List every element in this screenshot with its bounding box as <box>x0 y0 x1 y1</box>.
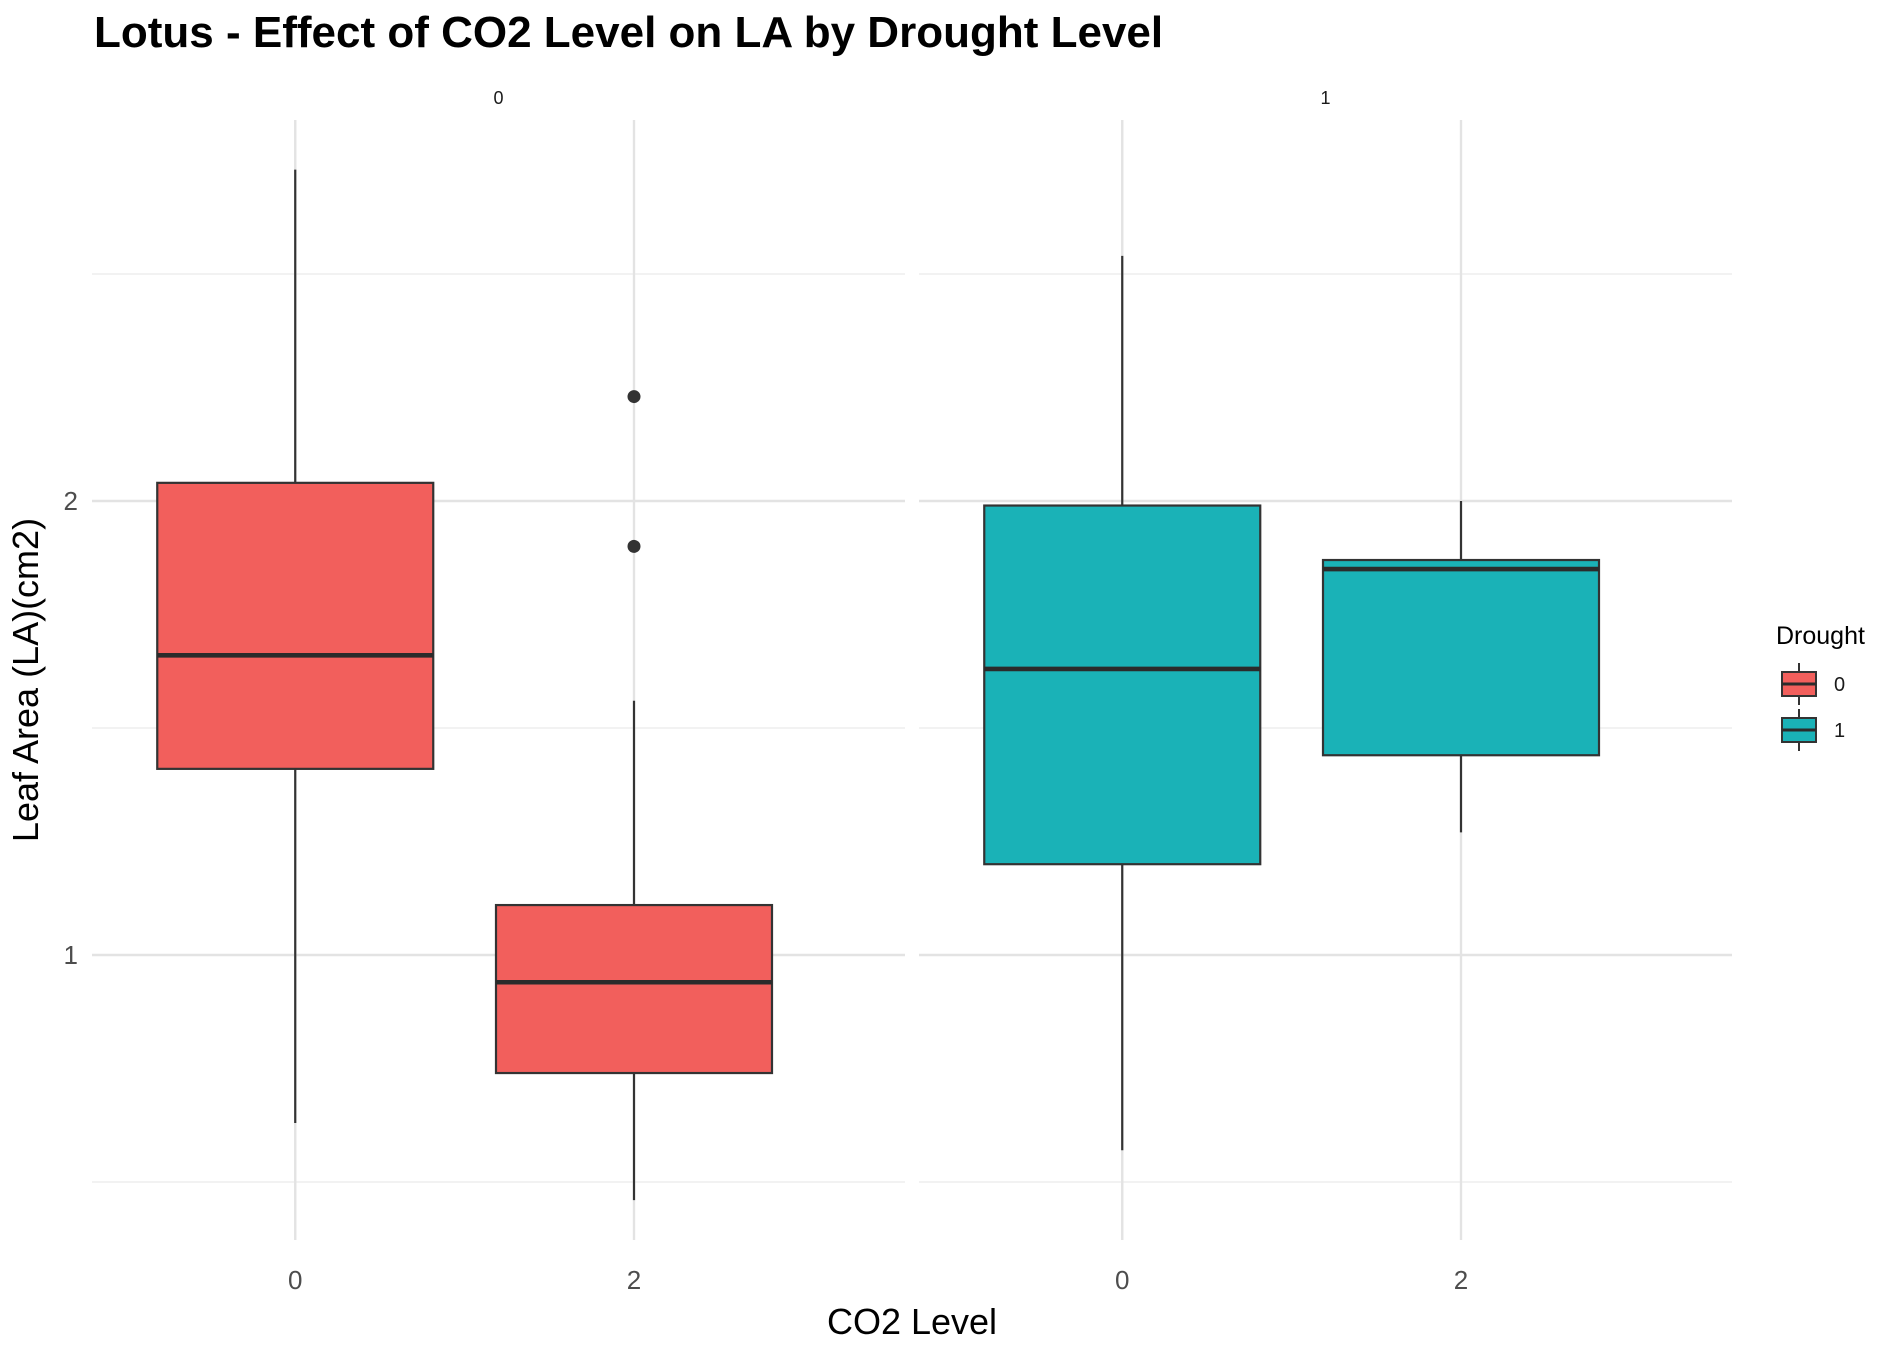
box-0-2 <box>494 390 774 1201</box>
box-1-2 <box>1321 501 1601 833</box>
legend-label: 1 <box>1834 720 1845 742</box>
y-tick-label: 1 <box>64 940 78 970</box>
facet-label: 0 <box>493 88 503 108</box>
x-tick-label: 2 <box>627 1265 641 1295</box>
box-rect <box>983 504 1262 866</box>
box-rect <box>494 903 774 1075</box>
y-axis-title: Leaf Area (LA)(cm2) <box>5 518 46 842</box>
chart-title: Lotus - Effect of CO2 Level on LA by Dro… <box>94 8 1164 57</box>
y-tick-label: 2 <box>64 486 78 516</box>
box-rect <box>1321 558 1601 757</box>
legend-key-1 <box>1781 709 1817 751</box>
outlier-point <box>627 539 641 553</box>
facet-label: 1 <box>1320 88 1330 108</box>
box-0-0 <box>156 169 435 1123</box>
x-tick-label: 2 <box>1454 1265 1468 1295</box>
legend-label: 0 <box>1834 674 1845 696</box>
box-1-0 <box>983 255 1262 1151</box>
legend: Drought 0 1 <box>1776 622 1865 751</box>
x-tick-label: 0 <box>288 1265 302 1295</box>
legend-title: Drought <box>1776 622 1865 650</box>
legend-key-0 <box>1781 663 1817 705</box>
facet-panel-0: 0 0 2 <box>92 88 905 1295</box>
x-tick-label: 0 <box>1115 1265 1129 1295</box>
box-rect <box>156 481 435 770</box>
x-axis-title: CO2 Level <box>827 1301 997 1342</box>
outlier-point <box>627 390 641 404</box>
facet-panel-1: 1 0 2 <box>919 88 1732 1295</box>
